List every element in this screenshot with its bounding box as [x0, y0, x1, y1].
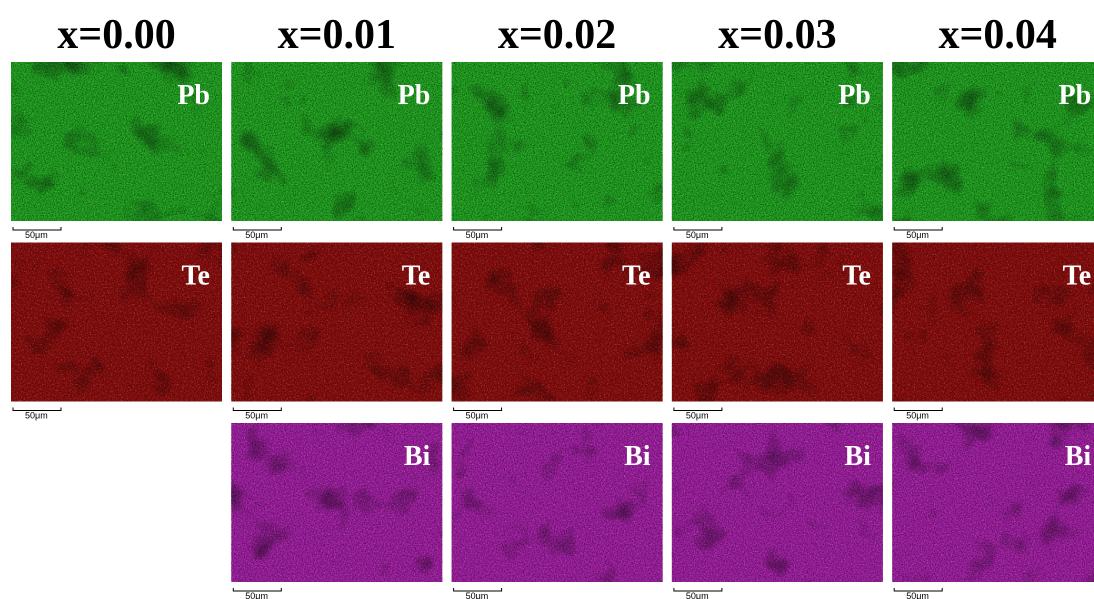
scale-bar-label: 50μm	[686, 411, 709, 421]
element-map: Te 50μm	[231, 243, 442, 421]
scale-bar-label: 50μm	[25, 411, 48, 421]
element-map: Te 50μm	[11, 243, 222, 421]
element-label: Te	[1063, 261, 1092, 292]
element-label: Bi	[844, 441, 871, 472]
map-shadow	[892, 423, 1094, 582]
element-map: Te 50μm	[672, 243, 883, 421]
element-map: Pb 50μm	[892, 62, 1094, 240]
scale-bar-label: 50μm	[906, 411, 929, 421]
element-map: Bi 50μm	[892, 423, 1094, 599]
scale-bar-label: 50μm	[25, 230, 48, 240]
scale-bar-label: 50μm	[906, 230, 929, 240]
element-map: Pb 50μm	[11, 62, 222, 240]
element-label: Pb	[1059, 80, 1092, 111]
element-map: Bi 50μm	[672, 423, 883, 599]
element-label: Te	[402, 261, 431, 292]
element-map: Pb 50μm	[231, 62, 442, 240]
element-label: Bi	[1065, 441, 1092, 472]
element-map: Bi 50μm	[452, 423, 663, 599]
element-label: Bi	[404, 441, 431, 472]
element-map: Pb 50μm	[672, 62, 883, 240]
scale-bar-label: 50μm	[245, 411, 268, 421]
element-label: Pb	[177, 80, 210, 111]
element-map: Bi 50μm	[231, 423, 442, 599]
element-label: Te	[842, 261, 871, 292]
element-label: Te	[622, 261, 651, 292]
scale-bar-label: 50μm	[686, 230, 709, 240]
element-label: Pb	[618, 80, 651, 111]
scale-bar-label: 50μm	[466, 230, 489, 240]
scale-bar-label: 50μm	[466, 591, 489, 599]
column-title: x=0.02	[498, 12, 616, 58]
column-title: x=0.03	[718, 12, 836, 58]
scale-bar-label: 50μm	[245, 230, 268, 240]
column-title: x=0.00	[57, 12, 175, 58]
figure: x=0.00Pb50μmTe50μmx=0.01Pb50μmTe50μmBi50…	[0, 0, 1094, 599]
element-label: Pb	[398, 80, 431, 111]
scale-bar-label: 50μm	[906, 591, 929, 599]
element-label: Pb	[838, 80, 871, 111]
element-label: Te	[181, 261, 210, 292]
element-label: Bi	[624, 441, 651, 472]
scale-bar-label: 50μm	[466, 411, 489, 421]
scale-bar-label: 50μm	[686, 591, 709, 599]
element-map: Te 50μm	[452, 243, 663, 421]
column-title: x=0.04	[938, 12, 1056, 58]
element-map: Pb 50μm	[452, 62, 663, 240]
scale-bar-label: 50μm	[245, 591, 268, 599]
element-map: Te 50μm	[892, 243, 1094, 421]
column-title: x=0.01	[278, 12, 396, 58]
